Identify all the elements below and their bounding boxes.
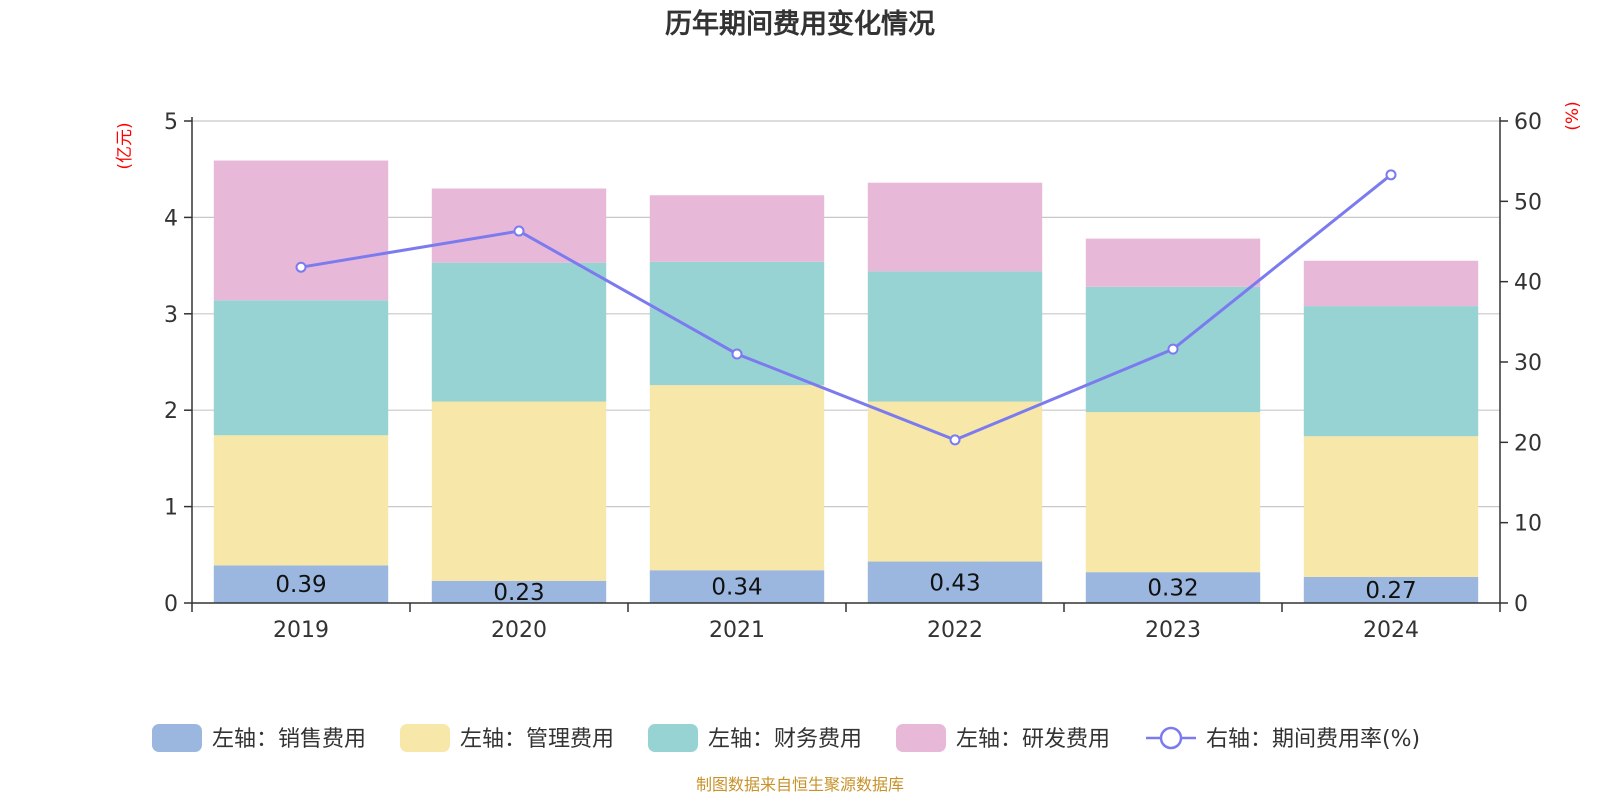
bar-segment [432, 263, 606, 402]
legend-swatch [400, 724, 450, 752]
legend-label: 右轴：期间费用率(%) [1206, 727, 1420, 752]
bar-stacks [214, 161, 1478, 603]
left-axis-tick-label: 3 [164, 303, 178, 328]
legend-swatch [152, 724, 202, 752]
chart-title: 历年期间费用变化情况 [665, 8, 935, 40]
rate-point [951, 435, 960, 444]
bar-segment [214, 300, 388, 435]
legend-swatch [648, 724, 698, 752]
legend-marker [1161, 728, 1181, 748]
right-axis-tick-label: 50 [1514, 190, 1542, 215]
bar-segment [868, 271, 1042, 401]
right-axis-tick-label: 10 [1514, 512, 1542, 537]
left-axis-tick-label: 0 [164, 592, 178, 617]
left-axis-unit: (亿元) [115, 122, 135, 169]
bar-data-label: 0.39 [275, 572, 326, 598]
rate-point [297, 263, 306, 272]
bar-segment [1086, 412, 1260, 572]
rate-point [515, 227, 524, 236]
bar-data-label: 0.34 [711, 575, 762, 601]
bar-segment [650, 195, 824, 262]
bar-data-label: 0.43 [929, 570, 980, 596]
legend: 左轴：销售费用 左轴：管理费用 左轴：财务费用 左轴：研发费用 右轴：期间费用率(%) [152, 724, 1420, 752]
bar-segment [650, 385, 824, 570]
legend-swatch [896, 724, 946, 752]
x-axis-tick-label: 2020 [491, 618, 547, 643]
legend-item[interactable]: 左轴：财务费用 [648, 724, 862, 752]
x-axis-tick-label: 2023 [1145, 618, 1201, 643]
x-axis-tick-label: 2022 [927, 618, 983, 643]
left-axis-tick-label: 5 [164, 110, 178, 135]
right-axis-tick-label: 40 [1514, 271, 1542, 296]
x-axis-tick-label: 2024 [1363, 618, 1419, 643]
right-axis-tick-label: 60 [1514, 110, 1542, 135]
rate-point [1387, 170, 1396, 179]
bar-segment [1304, 306, 1478, 436]
bar-segment [650, 262, 824, 385]
legend-label: 左轴：财务费用 [708, 727, 862, 752]
rate-point [1169, 345, 1178, 354]
bar-segment [1086, 239, 1260, 287]
bar-segment [432, 402, 606, 581]
right-axis-tick-label: 30 [1514, 351, 1542, 376]
x-axis-tick-label: 2021 [709, 618, 765, 643]
bar-data-label: 0.23 [493, 580, 544, 606]
x-axis-tick-label: 2019 [273, 618, 329, 643]
bar-segment [868, 183, 1042, 272]
bar-data-label: 0.27 [1365, 578, 1416, 604]
legend-label: 左轴：销售费用 [212, 727, 366, 752]
legend-label: 左轴：研发费用 [956, 727, 1110, 752]
source-note: 制图数据来自恒生聚源数据库 [696, 775, 904, 794]
left-axis-tick-label: 1 [164, 496, 178, 521]
right-axis-tick-label: 0 [1514, 592, 1528, 617]
legend-label: 左轴：管理费用 [460, 727, 614, 752]
bar-segment [1304, 436, 1478, 577]
bar-segment [1304, 261, 1478, 306]
right-axis-tick-label: 20 [1514, 431, 1542, 456]
rate-point [733, 349, 742, 358]
legend-item[interactable]: 左轴：销售费用 [152, 724, 366, 752]
legend-item[interactable]: 左轴：研发费用 [896, 724, 1110, 752]
left-axis-tick-label: 2 [164, 399, 178, 424]
bar-segment [214, 161, 388, 301]
left-axis-tick-label: 4 [164, 206, 178, 231]
bar-segment [214, 435, 388, 565]
bar-data-label: 0.32 [1147, 576, 1198, 602]
right-axis-unit: (%) [1563, 101, 1583, 130]
bar-segment [868, 402, 1042, 562]
legend-item[interactable]: 左轴：管理费用 [400, 724, 614, 752]
legend-item[interactable]: 右轴：期间费用率(%) [1146, 727, 1420, 752]
